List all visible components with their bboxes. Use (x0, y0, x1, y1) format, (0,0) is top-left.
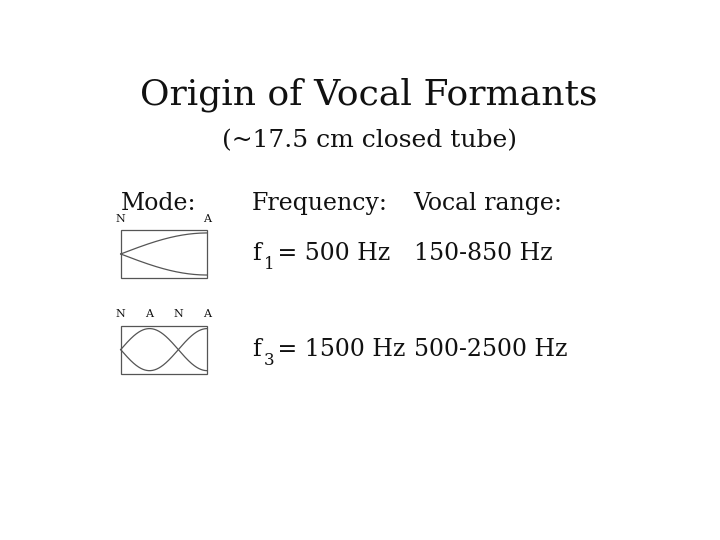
Text: N: N (116, 214, 125, 224)
Text: Mode:: Mode: (121, 192, 196, 214)
Text: N: N (174, 309, 183, 320)
Text: f: f (252, 338, 261, 361)
Text: 3: 3 (264, 352, 275, 368)
Text: 1: 1 (264, 256, 275, 273)
Text: = 1500 Hz: = 1500 Hz (270, 338, 405, 361)
Text: A: A (203, 214, 211, 224)
Bar (121, 230, 207, 278)
Bar (121, 326, 207, 374)
Text: 150-850 Hz: 150-850 Hz (413, 242, 552, 266)
Text: 500-2500 Hz: 500-2500 Hz (413, 338, 567, 361)
Text: (~17.5 cm closed tube): (~17.5 cm closed tube) (222, 129, 516, 152)
Text: A: A (203, 309, 211, 320)
Text: Origin of Vocal Formants: Origin of Vocal Formants (140, 77, 598, 112)
Text: A: A (145, 309, 153, 320)
Text: Vocal range:: Vocal range: (413, 192, 562, 214)
Text: = 500 Hz: = 500 Hz (270, 242, 390, 266)
Text: f: f (252, 242, 261, 266)
Text: N: N (116, 309, 125, 320)
Text: Frequency:: Frequency: (252, 192, 387, 214)
